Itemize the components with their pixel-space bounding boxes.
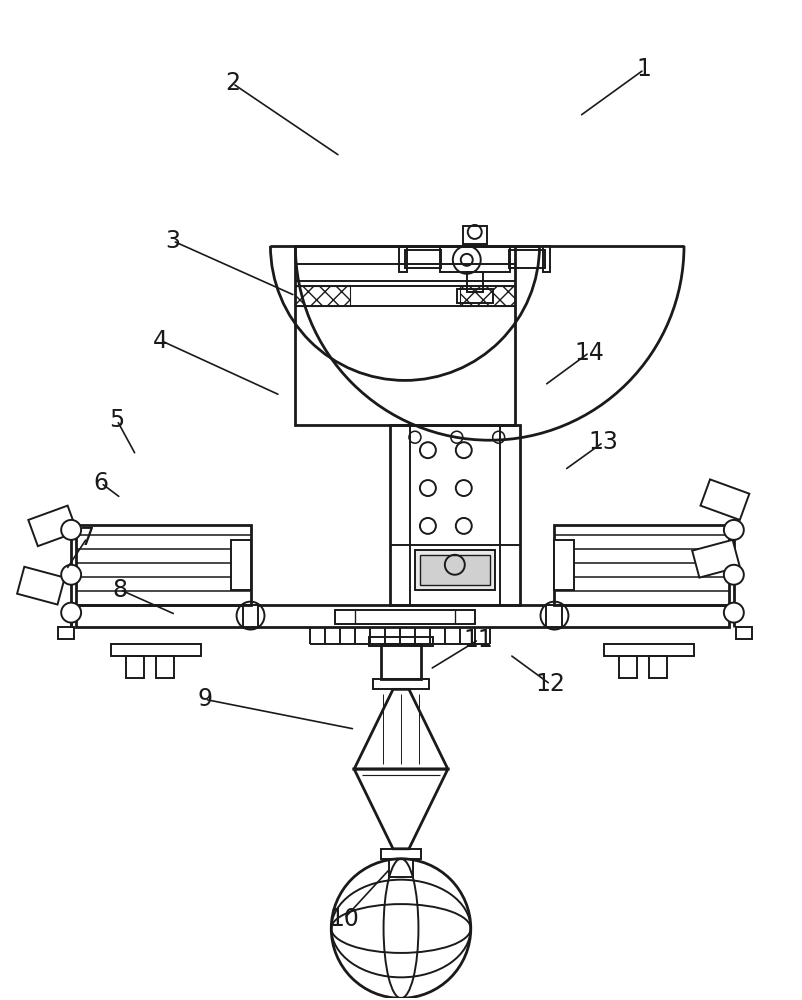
Text: 11: 11 [464,628,493,652]
Text: 14: 14 [574,341,604,365]
Bar [692,540,739,578]
Bar [554,540,574,590]
Bar [415,550,495,590]
Text: 3: 3 [165,229,180,253]
Bar [508,250,545,268]
Bar [439,246,509,272]
Text: 4: 4 [153,329,168,353]
Text: 13: 13 [589,430,618,454]
Text: 7: 7 [79,526,95,550]
Text: 1: 1 [637,57,651,81]
Bar [619,656,637,678]
Bar [156,656,174,678]
Text: 6: 6 [94,471,108,495]
Bar [649,656,667,678]
Bar [554,525,729,605]
Bar [295,246,515,425]
Bar [373,679,429,689]
Bar [467,272,483,292]
Text: 12: 12 [536,672,565,696]
Bar [390,425,520,605]
Bar [736,627,751,639]
Bar [604,644,694,656]
Bar [420,555,490,585]
Bar [700,479,749,520]
Bar [28,506,77,546]
Circle shape [724,565,743,585]
Bar [399,246,407,272]
Bar [335,610,475,624]
Circle shape [724,520,743,540]
Bar [242,605,258,627]
Bar [231,540,250,590]
Circle shape [61,603,81,623]
Bar [457,289,492,303]
Bar [546,605,562,627]
Circle shape [61,520,81,540]
Text: 10: 10 [330,907,359,931]
Bar [59,627,74,639]
Bar [460,286,515,306]
Bar [76,525,250,605]
Bar [381,644,421,679]
Text: 8: 8 [112,578,128,602]
Circle shape [724,603,743,623]
Bar [126,656,144,678]
Bar [369,637,433,646]
Bar [111,644,200,656]
Bar [389,859,413,877]
Bar [542,246,550,272]
Bar [17,567,65,605]
Circle shape [61,565,81,585]
Bar [463,226,487,244]
Text: 5: 5 [109,408,124,432]
Bar [76,605,729,627]
Bar [405,250,441,268]
Text: 9: 9 [197,687,213,711]
Bar [381,849,421,859]
Bar [295,286,350,306]
Text: 2: 2 [225,71,240,95]
